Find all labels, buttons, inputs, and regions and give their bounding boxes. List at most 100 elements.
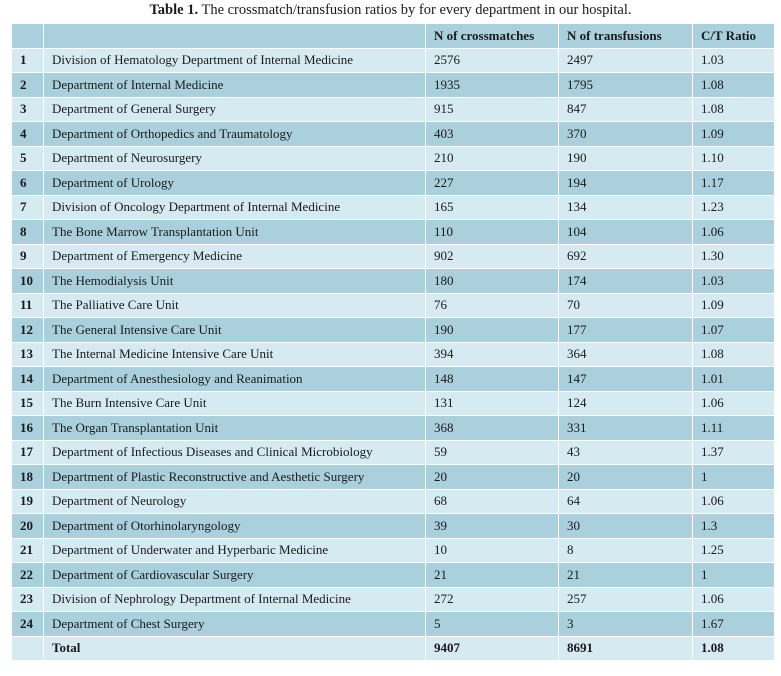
row-department: Division of Hematology Department of Int…: [43, 47, 426, 73]
row-ct-ratio: 1.09: [692, 292, 775, 318]
row-transfusions: 70: [558, 292, 693, 318]
row-crossmatches: 20: [425, 464, 559, 490]
row-crossmatches: 5: [425, 611, 559, 637]
row-ct-ratio: 1.3: [692, 513, 775, 539]
total-crossmatches: 9407: [425, 635, 559, 661]
row-number: 7: [11, 194, 44, 220]
table-row: 16 The Organ Transplantation Unit 368 331 1.…: [11, 415, 775, 441]
row-department: Department of General Surgery: [43, 96, 426, 122]
table-row: 11 The Palliative Care Unit 76 70 1.09: [11, 292, 775, 318]
total-row: Total 9407 8691 1.08: [11, 635, 775, 661]
row-transfusions: 3: [558, 611, 693, 637]
table-row: 17 Department of Infectious Diseases and …: [11, 439, 775, 465]
row-department: The Burn Intensive Care Unit: [43, 390, 426, 416]
row-number: 19: [11, 488, 44, 514]
table-row: 23 Division of Nephrology Department of I…: [11, 586, 775, 612]
row-transfusions: 177: [558, 317, 693, 343]
table-row: 2 Department of Internal Medicine 1935 1795…: [11, 72, 775, 98]
row-transfusions: 194: [558, 170, 693, 196]
table-row: 18 Department of Plastic Reconstructive a…: [11, 464, 775, 490]
row-number: 24: [11, 611, 44, 637]
row-transfusions: 847: [558, 96, 693, 122]
row-department: Department of Internal Medicine: [43, 72, 426, 98]
row-ct-ratio: 1.08: [692, 96, 775, 122]
row-number: 16: [11, 415, 44, 441]
row-department: Department of Chest Surgery: [43, 611, 426, 637]
table-body: 1 Division of Hematology Department of In…: [11, 47, 775, 661]
row-crossmatches: 902: [425, 243, 559, 269]
row-ct-ratio: 1.01: [692, 366, 775, 392]
row-number: 13: [11, 341, 44, 367]
row-department: Department of Plastic Reconstructive and…: [43, 464, 426, 490]
row-number: 11: [11, 292, 44, 318]
row-crossmatches: 110: [425, 219, 559, 245]
row-ct-ratio: 1.06: [692, 219, 775, 245]
row-transfusions: 134: [558, 194, 693, 220]
table-row: 7 Division of Oncology Department of Inte…: [11, 194, 775, 220]
row-crossmatches: 39: [425, 513, 559, 539]
row-transfusions: 21: [558, 562, 693, 588]
table-caption: Table 1. The crossmatch/transfusion rati…: [0, 1, 781, 20]
row-transfusions: 20: [558, 464, 693, 490]
row-number: 3: [11, 96, 44, 122]
table-row: 12 The General Intensive Care Unit 190 177 1…: [11, 317, 775, 343]
row-crossmatches: 68: [425, 488, 559, 514]
row-ct-ratio: 1: [692, 562, 775, 588]
table-row: 20 Department of Otorhinolaryngology 39 30 1…: [11, 513, 775, 539]
row-department: The Internal Medicine Intensive Care Uni…: [43, 341, 426, 367]
header-number: [11, 23, 44, 49]
row-ct-ratio: 1.06: [692, 586, 775, 612]
row-ct-ratio: 1.07: [692, 317, 775, 343]
row-ct-ratio: 1.25: [692, 537, 775, 563]
row-transfusions: 124: [558, 390, 693, 416]
row-crossmatches: 59: [425, 439, 559, 465]
header-department: [43, 23, 426, 49]
table-row: 3 Department of General Surgery 915 847 1.08: [11, 96, 775, 122]
table-container: N of crossmatches N of transfusions C/T …: [11, 23, 775, 661]
row-number: 22: [11, 562, 44, 588]
row-number: 17: [11, 439, 44, 465]
table-row: 21 Department of Underwater and Hyperbari…: [11, 537, 775, 563]
row-number: 1: [11, 47, 44, 73]
total-department: Total: [43, 635, 426, 661]
row-department: Division of Nephrology Department of Int…: [43, 586, 426, 612]
row-department: The General Intensive Care Unit: [43, 317, 426, 343]
table-row: 22 Department of Cardiovascular Surgery 21…: [11, 562, 775, 588]
table-row: 24 Department of Chest Surgery 5 3 1.67: [11, 611, 775, 637]
row-crossmatches: 10: [425, 537, 559, 563]
row-number: 2: [11, 72, 44, 98]
row-ct-ratio: 1.10: [692, 145, 775, 171]
row-transfusions: 2497: [558, 47, 693, 73]
row-ct-ratio: 1.03: [692, 47, 775, 73]
row-ct-ratio: 1.67: [692, 611, 775, 637]
row-department: Department of Neurosurgery: [43, 145, 426, 171]
table-row: 19 Department of Neurology 68 64 1.06: [11, 488, 775, 514]
row-crossmatches: 394: [425, 341, 559, 367]
row-ct-ratio: 1.08: [692, 72, 775, 98]
row-department: The Bone Marrow Transplantation Unit: [43, 219, 426, 245]
row-number: 12: [11, 317, 44, 343]
total-transfusions: 8691: [558, 635, 693, 661]
total-ct-ratio: 1.08: [692, 635, 775, 661]
row-crossmatches: 403: [425, 121, 559, 147]
row-crossmatches: 915: [425, 96, 559, 122]
row-transfusions: 692: [558, 243, 693, 269]
header-transfusions: N of transfusions: [558, 23, 693, 49]
row-crossmatches: 210: [425, 145, 559, 171]
table-caption-text: The crossmatch/transfusion ratios by for…: [198, 2, 632, 18]
row-department: Department of Anesthesiology and Reanima…: [43, 366, 426, 392]
row-crossmatches: 21: [425, 562, 559, 588]
row-transfusions: 30: [558, 513, 693, 539]
table-caption-label: Table 1.: [149, 2, 199, 18]
row-department: Department of Orthopedics and Traumatolo…: [43, 121, 426, 147]
row-ct-ratio: 1.08: [692, 341, 775, 367]
row-crossmatches: 180: [425, 268, 559, 294]
row-ct-ratio: 1.11: [692, 415, 775, 441]
header-row: N of crossmatches N of transfusions C/T …: [11, 23, 775, 49]
row-number: 5: [11, 145, 44, 171]
header-ct-ratio: C/T Ratio: [692, 23, 775, 49]
row-department: Department of Urology: [43, 170, 426, 196]
row-transfusions: 8: [558, 537, 693, 563]
row-crossmatches: 368: [425, 415, 559, 441]
row-transfusions: 364: [558, 341, 693, 367]
